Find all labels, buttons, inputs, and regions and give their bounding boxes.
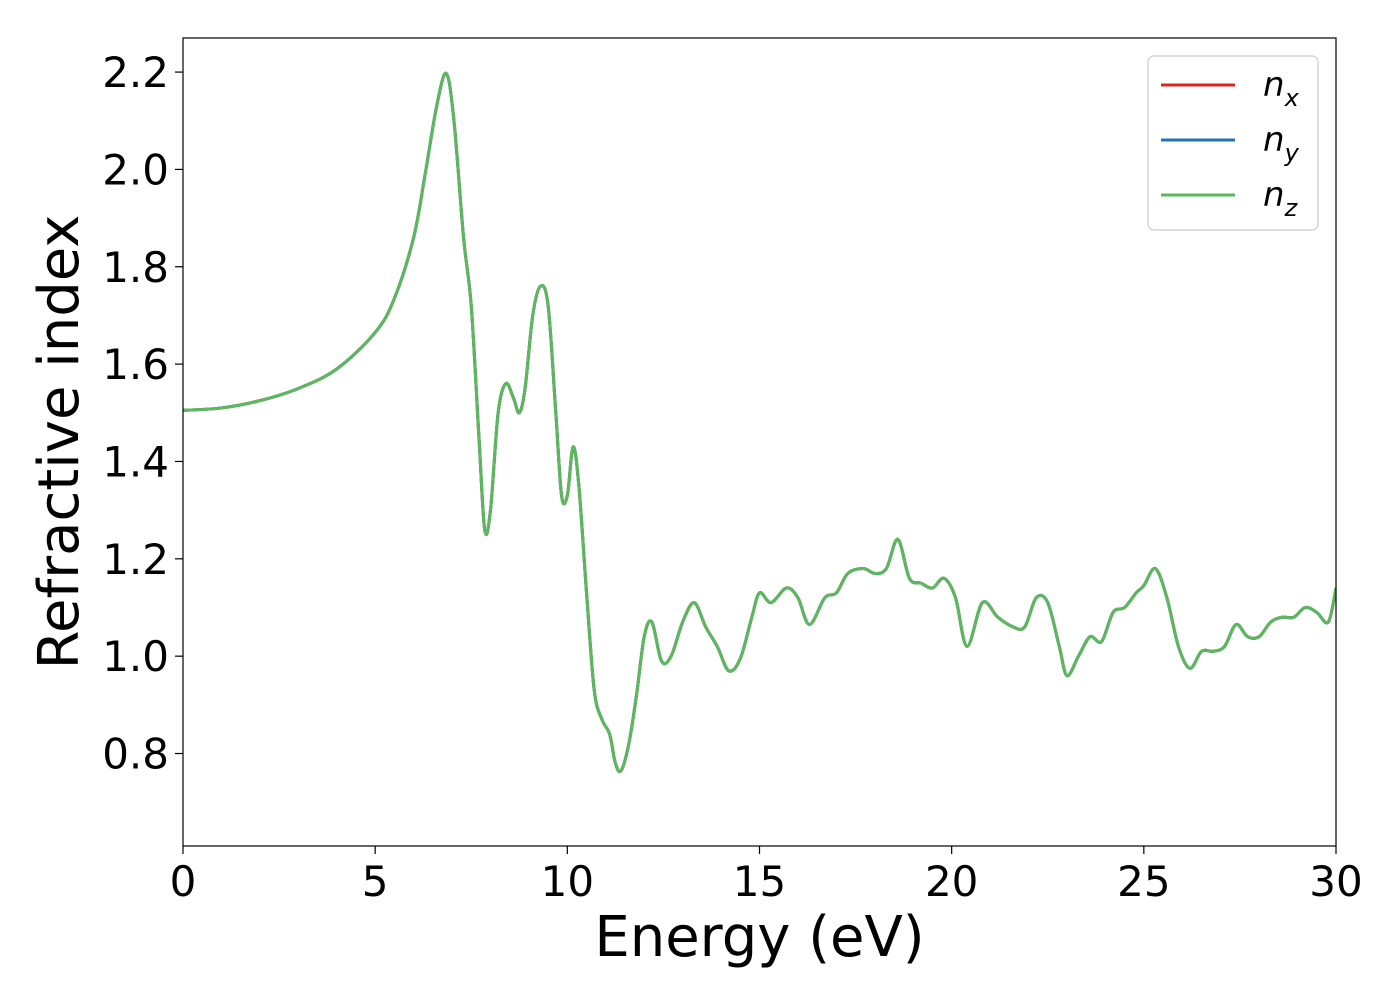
x-tick-label: 30 (1309, 857, 1362, 906)
x-tick-label: 0 (170, 857, 197, 906)
y-tick-label: 1.8 (102, 243, 169, 292)
y-tick-label: 2.0 (102, 145, 169, 194)
legend-label-y: ny (1263, 120, 1300, 167)
y-tick-label: 2.2 (102, 48, 169, 97)
x-tick-label: 5 (362, 857, 389, 906)
x-tick-label: 10 (541, 857, 594, 906)
legend-box (1147, 55, 1319, 231)
x-tick-label: 20 (925, 857, 978, 906)
y-tick-label: 1.4 (102, 437, 169, 486)
x-axis-ticks: 0 5 10 15 20 25 30 (170, 846, 1363, 906)
legend: nx ny nz (1147, 55, 1319, 231)
series-line-z (183, 72, 1336, 774)
legend-label-z: nz (1263, 175, 1299, 222)
x-tick-label: 25 (1117, 857, 1170, 906)
legend-label-x: nx (1263, 65, 1300, 112)
y-axis-ticks: 0.8 1.0 1.2 1.4 1.6 1.8 2.0 2.2 (102, 48, 183, 779)
x-axis-label: Energy (eV) (594, 905, 924, 970)
y-tick-label: 0.8 (102, 730, 169, 779)
y-axis-label: Refractive index (27, 215, 92, 670)
y-tick-label: 1.2 (102, 535, 169, 584)
x-tick-label: 15 (733, 857, 786, 906)
series-layer (183, 72, 1336, 774)
y-tick-label: 1.0 (102, 632, 169, 681)
y-tick-label: 1.6 (102, 340, 169, 389)
